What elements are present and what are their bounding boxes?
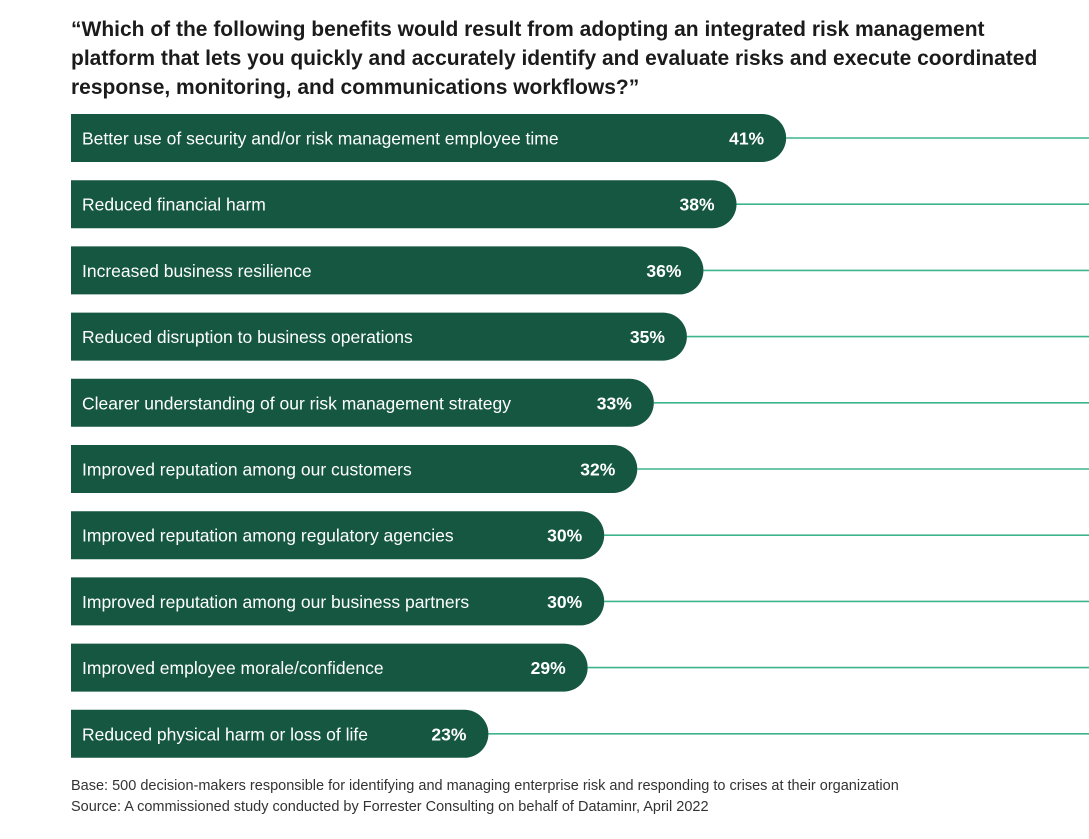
bar: [71, 378, 654, 427]
bar: [71, 511, 605, 560]
bar-value-label: 30%: [547, 526, 582, 546]
source-footnote: Source: A commissioned study conducted b…: [71, 799, 709, 815]
bar: [71, 114, 787, 162]
bar-value-label: 38%: [679, 195, 714, 215]
bar-value-label: 33%: [597, 393, 632, 413]
bar-category-label: Reduced disruption to business operation…: [82, 327, 413, 347]
bar-category-label: Improved reputation among our customers: [82, 460, 412, 480]
bar-value-label: 32%: [580, 460, 615, 480]
chart-title: “Which of the following benefits would r…: [71, 18, 1038, 99]
bar-category-label: Clearer understanding of our risk manage…: [82, 393, 511, 413]
bar-value-label: 29%: [531, 658, 566, 678]
bar: [71, 643, 588, 692]
bar-category-label: Reduced financial harm: [82, 195, 266, 215]
bar: [71, 709, 489, 758]
bar: [71, 445, 638, 493]
bar-value-label: 35%: [630, 327, 665, 347]
bar: [71, 246, 704, 295]
bar-value-label: 36%: [646, 261, 681, 281]
bar-category-label: Improved employee morale/confidence: [82, 658, 384, 678]
bar-category-label: Improved reputation among regulatory age…: [82, 526, 454, 546]
bar-category-label: Better use of security and/or risk manag…: [82, 129, 559, 149]
bar: [71, 312, 687, 361]
bar: [71, 180, 737, 229]
bar-value-label: 23%: [431, 724, 466, 744]
bar-category-label: Reduced physical harm or loss of life: [82, 724, 368, 744]
bar: [71, 577, 605, 626]
bar-value-label: 41%: [729, 129, 764, 149]
bar-category-label: Improved reputation among our business p…: [82, 592, 469, 612]
base-footnote: Base: 500 decision-makers responsible fo…: [71, 778, 899, 794]
bar-category-label: Increased business resilience: [82, 261, 312, 281]
bar-value-label: 30%: [547, 592, 582, 612]
